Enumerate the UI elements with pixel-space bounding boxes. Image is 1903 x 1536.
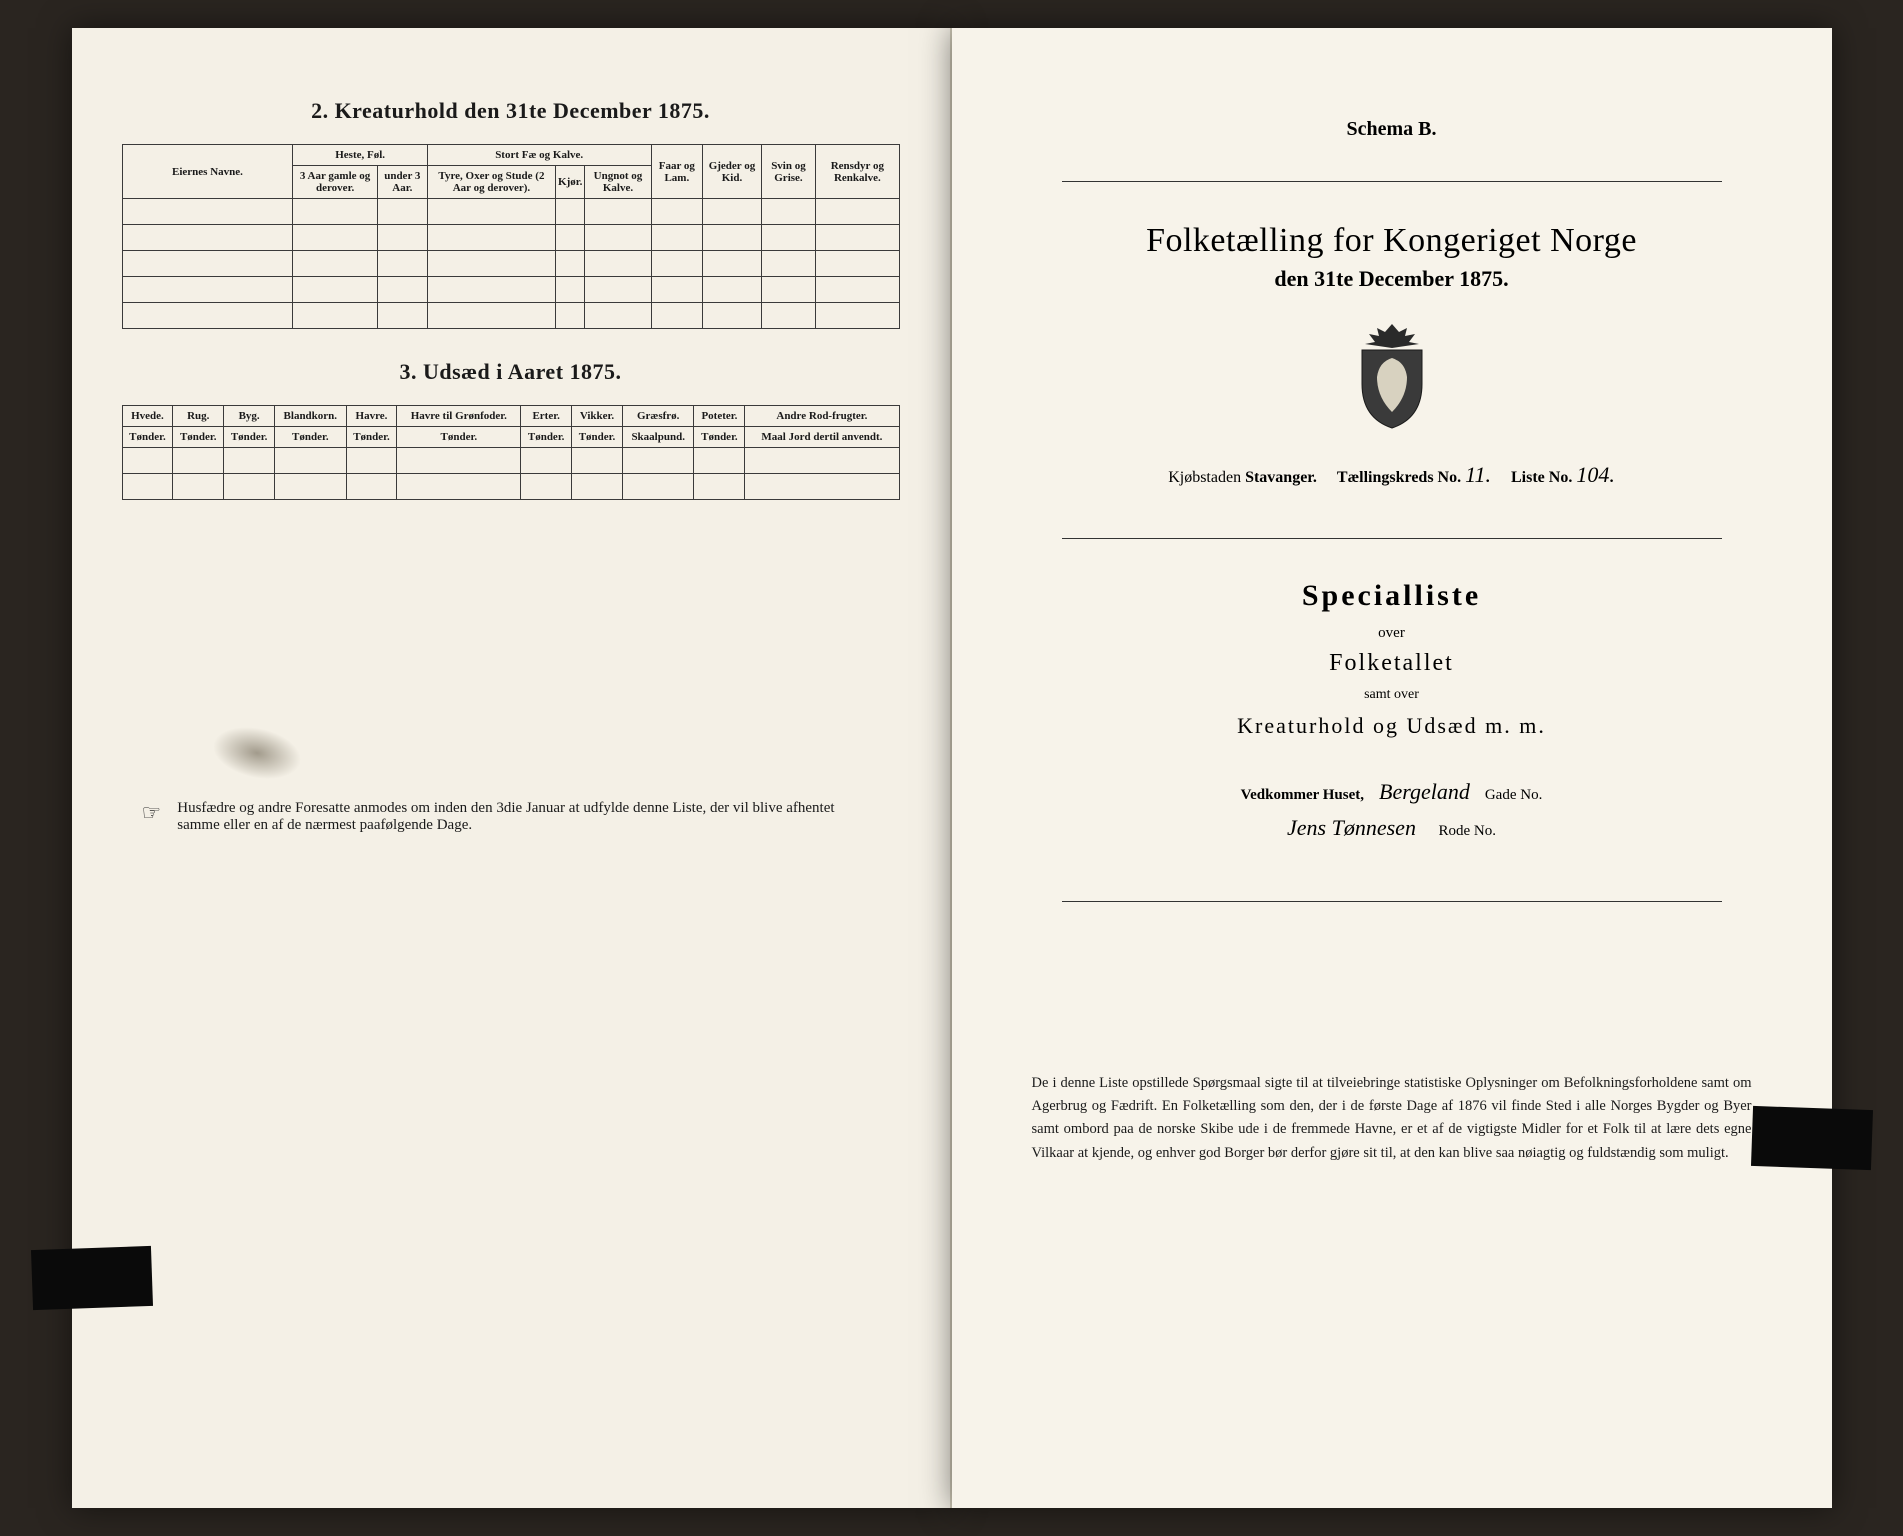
- c9: Græsfrø.: [622, 406, 694, 427]
- u5: Tønder.: [346, 427, 397, 448]
- u10: Tønder.: [694, 427, 745, 448]
- col-svin: Svin og Grise.: [761, 145, 815, 199]
- c10: Poteter.: [694, 406, 745, 427]
- rule-low: [1062, 901, 1722, 902]
- table-row: [122, 277, 899, 303]
- right-page: Schema B. Folketælling for Kongeriget No…: [952, 28, 1832, 1508]
- samt-over: samt over: [1002, 687, 1782, 703]
- vedk-label: Vedkommer Huset,: [1241, 787, 1364, 803]
- specialliste-title: Specialliste: [1002, 579, 1782, 613]
- kreds-label: Tællingskreds No.: [1337, 469, 1461, 486]
- footer-text: Husfædre og andre Foresatte anmodes om i…: [177, 800, 879, 834]
- main-subtitle: den 31te December 1875.: [1002, 266, 1782, 292]
- stort-a: Tyre, Oxer og Stude (2 Aar og derover).: [427, 166, 555, 199]
- c1: Hvede.: [122, 406, 173, 427]
- table-row: [122, 199, 899, 225]
- gade-label: Gade No.: [1485, 787, 1542, 803]
- liste-label: Liste No.: [1511, 469, 1572, 486]
- c4: Blandkorn.: [275, 406, 347, 427]
- kreds-value: 11.: [1465, 462, 1491, 487]
- stort-b: Kjør.: [556, 166, 585, 199]
- u8: Tønder.: [572, 427, 623, 448]
- owner-value: Jens Tønnesen: [1287, 815, 1416, 840]
- footer-note: ☞ Husfædre og andre Foresatte anmodes om…: [122, 800, 900, 834]
- vedkommer-line: Vedkommer Huset, Bergeland Gade No.: [1002, 779, 1782, 805]
- kreatur-line: Kreaturhold og Udsæd m. m.: [1002, 713, 1782, 739]
- city-value: Stavanger.: [1245, 469, 1317, 486]
- c8: Vikker.: [572, 406, 623, 427]
- c6: Havre til Grønfoder.: [397, 406, 521, 427]
- table-row: [122, 448, 899, 474]
- section-3-title: 3. Udsæd i Aaret 1875.: [122, 359, 900, 385]
- col-faar: Faar og Lam.: [651, 145, 703, 199]
- over-1: over: [1002, 625, 1782, 642]
- c2: Rug.: [173, 406, 224, 427]
- liste-value: 104.: [1576, 462, 1615, 487]
- pointing-hand-icon: ☞: [142, 800, 162, 826]
- table-row: [122, 251, 899, 277]
- grp-heste: Heste, Føl.: [293, 145, 427, 166]
- u2: Tønder.: [173, 427, 224, 448]
- city-label: Kjøbstaden: [1168, 469, 1245, 486]
- binder-clip-right: [1750, 1106, 1872, 1170]
- rule-top: [1062, 181, 1722, 182]
- table-kreaturhold: Eiernes Navne. Heste, Føl. Stort Fæ og K…: [122, 144, 900, 329]
- c11: Andre Rod-frugter.: [745, 406, 899, 427]
- u6: Tønder.: [397, 427, 521, 448]
- coat-of-arms-icon: [1002, 322, 1782, 432]
- grp-stort: Stort Fæ og Kalve.: [427, 145, 651, 166]
- main-title: Folketælling for Kongeriget Norge: [1002, 222, 1782, 260]
- table-row: [122, 225, 899, 251]
- left-page: 2. Kreaturhold den 31te December 1875. E…: [72, 28, 952, 1508]
- binder-clip-left: [30, 1246, 152, 1310]
- u4: Tønder.: [275, 427, 347, 448]
- owner-line: Jens Tønnesen Rode No.: [1002, 815, 1782, 841]
- stort-c: Ungnot og Kalve.: [585, 166, 651, 199]
- rode-label: Rode No.: [1438, 823, 1496, 839]
- u7: Tønder.: [521, 427, 572, 448]
- book-spread: 2. Kreaturhold den 31te December 1875. E…: [72, 28, 1832, 1508]
- paper-stain: [207, 719, 305, 787]
- section-2-title: 2. Kreaturhold den 31te December 1875.: [122, 98, 900, 124]
- meta-line: Kjøbstaden Stavanger. Tællingskreds No. …: [1002, 462, 1782, 488]
- u1: Tønder.: [122, 427, 173, 448]
- rule-mid: [1062, 538, 1722, 539]
- u11: Maal Jord dertil anvendt.: [745, 427, 899, 448]
- vedk-value: Bergeland: [1379, 779, 1470, 804]
- table-udsaed: Hvede. Rug. Byg. Blandkorn. Havre. Havre…: [122, 405, 900, 500]
- col-eier: Eiernes Navne.: [122, 145, 293, 199]
- schema-label: Schema B.: [1002, 118, 1782, 141]
- c7: Erter.: [521, 406, 572, 427]
- c5: Havre.: [346, 406, 397, 427]
- table-row: [122, 303, 899, 329]
- col-gjeder: Gjeder og Kid.: [703, 145, 762, 199]
- u3: Tønder.: [224, 427, 275, 448]
- heste-b: under 3 Aar.: [377, 166, 427, 199]
- table-row: [122, 474, 899, 500]
- folketallet: Folketallet: [1002, 650, 1782, 677]
- heste-a: 3 Aar gamle og derover.: [293, 166, 377, 199]
- u9: Skaalpund.: [622, 427, 694, 448]
- col-rensdyr: Rensdyr og Renkalve.: [816, 145, 899, 199]
- c3: Byg.: [224, 406, 275, 427]
- bottom-paragraph: De i denne Liste opstillede Spørgsmaal s…: [1002, 1072, 1782, 1165]
